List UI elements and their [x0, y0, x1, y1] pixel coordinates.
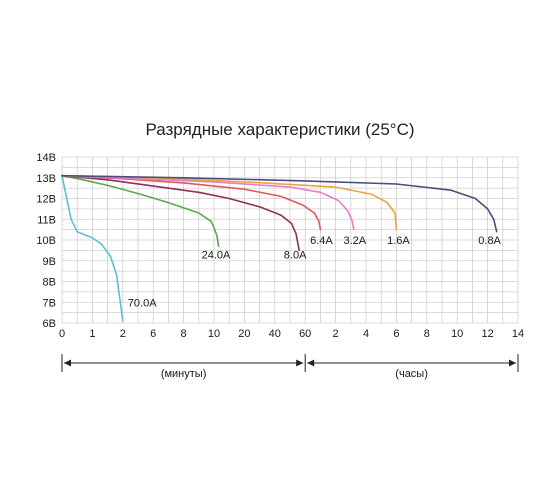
grid-layer	[61, 156, 519, 324]
period-arrow-head-left	[307, 359, 315, 367]
label-layer: 70.0A 24.0A 8.0A6.4A 3.2A 1.6A 0.8A	[128, 235, 502, 309]
series-label-8-0a: 8.0A	[284, 249, 307, 261]
period-label-hours: (часы)	[395, 368, 428, 380]
x-tick-label: 8	[424, 328, 430, 340]
x-tick-label: 2	[333, 328, 339, 340]
x-tick-label: 0	[59, 328, 65, 340]
y-tick-label: 9В	[43, 256, 56, 268]
x-tick-label: 12	[481, 328, 493, 340]
series-line-8-0a	[61, 174, 300, 252]
x-tick-label: 20	[238, 328, 250, 340]
y-tick-label: 11В	[37, 214, 56, 226]
x-tick-label: 40	[269, 328, 281, 340]
series-label-24-0a: 24.0A	[202, 249, 231, 261]
x-tick-label: 10	[451, 328, 463, 340]
x-tick-label: 8	[181, 328, 187, 340]
series-label-3-2a: 3.2A	[343, 235, 366, 247]
period-arrow-head-right	[296, 359, 304, 367]
y-tick-label: 8В	[43, 277, 56, 289]
series-line-6-4a	[61, 174, 322, 231]
period-arrow-head-left	[64, 359, 71, 367]
series-label-70-0a: 70.0A	[128, 297, 157, 309]
series-line-1-6a	[61, 174, 398, 231]
series-line-3-2a	[61, 174, 355, 231]
x-tick-label: 1	[89, 328, 95, 340]
period-arrow-head-right	[509, 359, 516, 367]
x-tick-label: 14	[512, 328, 524, 340]
series-label-6-4a: 6.4A	[310, 235, 333, 247]
series-line-70-0a	[61, 174, 124, 322]
x-tick-label: 2	[120, 328, 126, 340]
x-tick-label: 6	[150, 328, 156, 340]
y-tick-label: 6В	[43, 318, 56, 330]
x-tick-label: 6	[393, 328, 399, 340]
y-tick-label: 12В	[36, 194, 56, 206]
x-tick-label: 10	[208, 328, 220, 340]
series-line-0-8a	[61, 174, 498, 233]
series-label-1-6a: 1.6A	[387, 235, 410, 247]
y-tick-label: 14В	[36, 152, 56, 164]
chart-title: Разрядные характеристики (25°C)	[145, 120, 415, 139]
x-tick-label: 4	[363, 328, 369, 340]
series-line-24-0a	[61, 174, 220, 247]
x-tick-label: 60	[299, 328, 311, 340]
y-tick-label: 7В	[43, 297, 56, 309]
period-label-minutes: (минуты)	[161, 368, 207, 380]
y-tick-label: 10В	[36, 235, 56, 247]
series-layer	[61, 174, 498, 322]
series-label-0-8a: 0.8A	[478, 235, 501, 247]
y-tick-label: 13В	[36, 173, 56, 185]
